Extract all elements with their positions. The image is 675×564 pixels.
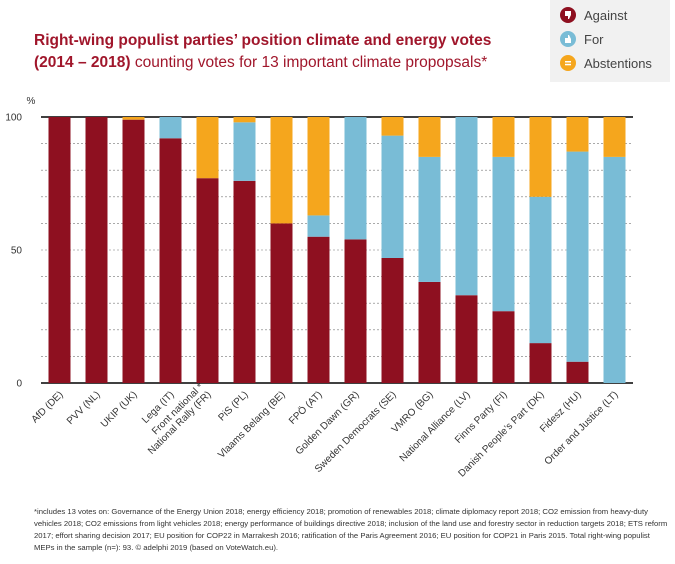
footnote: *includes 13 votes on: Governance of the…	[34, 507, 668, 552]
chart-title: Right-wing populist parties’ position cl…	[34, 30, 504, 74]
bar-for	[566, 151, 589, 362]
bar-for	[307, 215, 330, 237]
legend-label-for: For	[584, 31, 604, 47]
bar-against	[122, 119, 145, 383]
y-axis-label: %	[27, 96, 36, 107]
bar-against	[418, 281, 441, 383]
bar-against	[455, 295, 478, 383]
x-tick-label: UKIP (UK)	[99, 389, 140, 430]
bar-against	[381, 257, 404, 383]
bar-abstentions	[603, 117, 626, 157]
bar-against	[233, 180, 256, 383]
x-tick-label: Vlaams Belang (BE)	[216, 389, 287, 460]
bar-abstentions	[418, 117, 441, 157]
x-tick-label: PiS (PL)	[217, 389, 251, 423]
bar-against	[529, 343, 552, 383]
legend: Against For Abstentions	[550, 0, 670, 82]
bar-for	[418, 156, 441, 282]
bar-against	[492, 311, 515, 383]
bar-against	[48, 117, 71, 383]
bar-against	[270, 223, 293, 383]
bar-against	[307, 236, 330, 383]
bar-against	[344, 239, 367, 383]
bar-for	[455, 117, 478, 296]
bar-for	[344, 117, 367, 240]
bar-for	[381, 135, 404, 258]
bar-for	[492, 156, 515, 312]
thumbs-up-icon	[560, 31, 576, 47]
legend-item-for: For	[560, 29, 604, 49]
bar-abstentions	[566, 117, 589, 152]
title-subtitle: counting votes for 13 important climate …	[134, 54, 488, 71]
title-years: (2014 – 2018)	[34, 54, 131, 71]
bar-against	[159, 138, 182, 383]
title-line-2: (2014 – 2018) counting votes for 13 impo…	[34, 52, 504, 74]
bar-abstentions	[196, 117, 219, 179]
thumbs-down-icon	[560, 7, 576, 23]
x-tick-label: National Alliance (LV)	[398, 389, 473, 464]
legend-item-abstentions: Abstentions	[560, 53, 652, 73]
bar-against	[196, 178, 219, 383]
bar-for	[159, 117, 182, 139]
bar-abstentions	[381, 117, 404, 136]
bar-abstentions	[233, 117, 256, 123]
y-tick-label: 100	[5, 113, 22, 124]
bar-abstentions	[122, 117, 145, 120]
title-line-1: Right-wing populist parties’ position cl…	[34, 32, 492, 49]
x-tick-label: AfD (DE)	[30, 389, 66, 425]
x-tick-label: FPÖ (AT)	[286, 389, 324, 427]
x-tick-label: Golden Dawn (GR)	[294, 389, 362, 457]
bar-abstentions	[270, 117, 293, 224]
bar-against	[566, 361, 589, 383]
bar-for	[529, 196, 552, 344]
bar-against	[85, 117, 108, 383]
bar-abstentions	[492, 117, 515, 157]
x-tick-label: PVV (NL)	[65, 389, 103, 427]
legend-item-against: Against	[560, 5, 627, 25]
legend-label-against: Against	[584, 7, 628, 23]
legend-label-abstentions: Abstentions	[584, 55, 652, 71]
y-tick-label: 0	[16, 379, 22, 390]
y-tick-label: 50	[11, 246, 23, 257]
bar-abstentions	[307, 117, 330, 216]
bar-abstentions	[529, 117, 552, 197]
equals-icon	[560, 55, 576, 71]
x-tick-label: Order and Justice (LT)	[543, 389, 621, 467]
bar-for	[603, 156, 626, 383]
bar-for	[233, 122, 256, 181]
